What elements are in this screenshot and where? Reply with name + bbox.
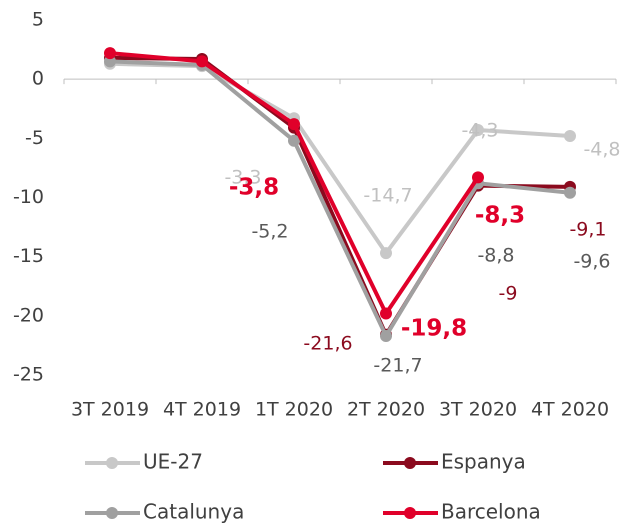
- data-label: -8,3: [475, 203, 525, 229]
- point: [380, 329, 392, 342]
- series-line: [109, 59, 571, 338]
- point: [564, 186, 576, 199]
- legend-label: Espanya: [441, 450, 526, 474]
- y-tick-label: 0: [32, 68, 44, 90]
- data-label: -21,6: [303, 333, 352, 355]
- data-label: -3,3: [224, 167, 261, 189]
- data-label: -14,7: [363, 185, 412, 207]
- point: [288, 118, 300, 131]
- x-tick-label: 4T 2020: [531, 399, 609, 421]
- data-label: -9,6: [573, 251, 610, 273]
- legend-label: Catalunya: [143, 500, 244, 524]
- legend-marker: [106, 457, 118, 469]
- point: [288, 134, 300, 147]
- y-tick-label: -10: [13, 186, 44, 208]
- y-tick-label: -20: [13, 304, 44, 326]
- legend-marker: [404, 457, 416, 469]
- point: [472, 171, 484, 184]
- legend-label: Barcelona: [441, 500, 541, 524]
- point: [564, 129, 576, 142]
- data-label: -4,3: [461, 120, 498, 142]
- x-tick-label: 4T 2019: [163, 399, 241, 421]
- x-tick-label: 3T 2020: [439, 399, 517, 421]
- point: [196, 55, 208, 68]
- y-tick-label: -25: [13, 364, 44, 386]
- data-label: -8,8: [477, 245, 514, 267]
- legend-marker: [404, 507, 416, 519]
- point: [104, 55, 116, 68]
- data-label: -9: [499, 283, 518, 305]
- point: [380, 247, 392, 260]
- data-label: -9,1: [569, 219, 606, 241]
- data-label: -3,8: [229, 175, 279, 201]
- data-label: -19,8: [401, 316, 467, 342]
- x-tick-label: 3T 2019: [71, 399, 149, 421]
- data-label: -4,8: [583, 139, 620, 161]
- legend-marker: [106, 507, 118, 519]
- y-tick-label: 5: [32, 9, 44, 31]
- y-tick-label: -15: [13, 245, 44, 267]
- point: [472, 124, 484, 137]
- point: [104, 47, 116, 60]
- data-label: -5,2: [251, 221, 288, 243]
- legend-label: UE-27: [143, 450, 203, 474]
- x-tick-label: 2T 2020: [347, 399, 425, 421]
- point: [380, 307, 392, 320]
- y-tick-label: -5: [25, 127, 44, 149]
- x-tick-label: 1T 2020: [255, 399, 333, 421]
- data-label: -21,7: [373, 355, 422, 377]
